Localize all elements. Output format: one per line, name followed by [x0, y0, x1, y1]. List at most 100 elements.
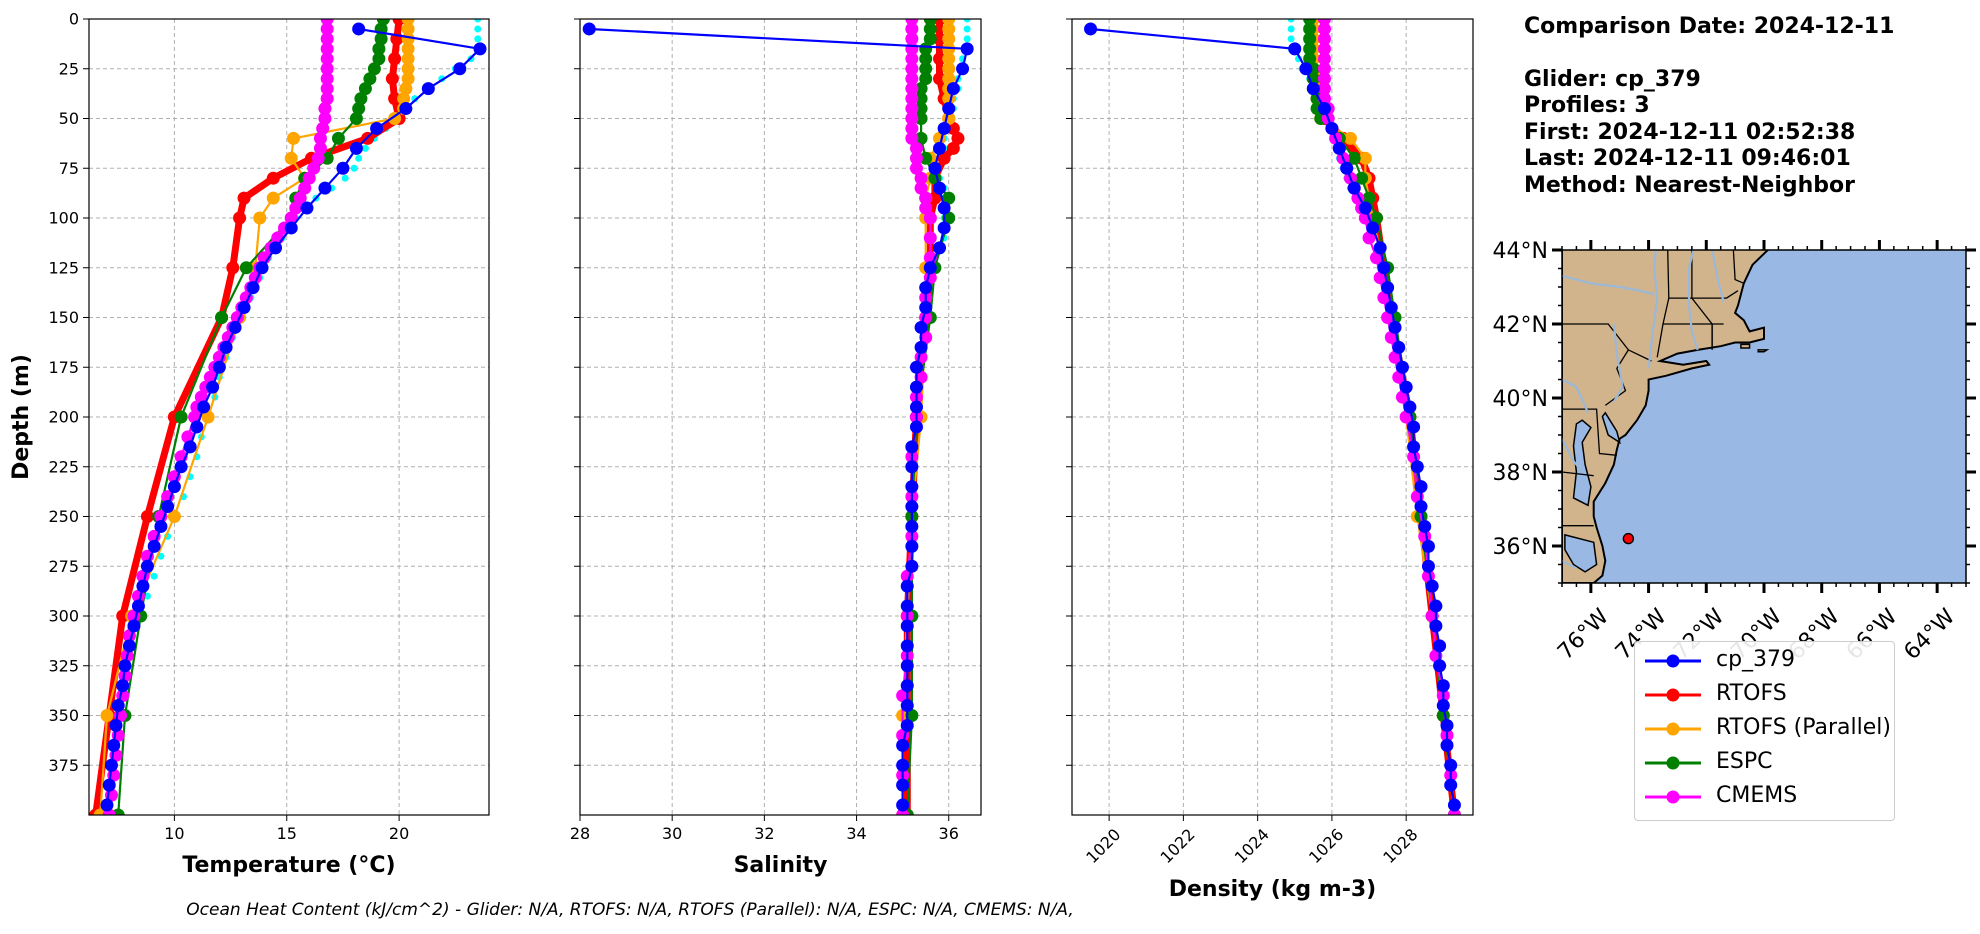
series-point-espc [914, 82, 928, 96]
river [1562, 438, 1584, 473]
series-point-espc [942, 211, 956, 225]
series-point-cp-379 [1436, 699, 1450, 713]
y-tick-label: 125 [48, 258, 79, 277]
series-point-rtofs-parallel [286, 131, 300, 145]
series-point-cp-379 [914, 340, 928, 354]
series-point-cp-379 [900, 579, 914, 593]
series-point-cp-379 [1447, 798, 1461, 812]
series-point-cp-379 [237, 301, 251, 315]
series-point-cp-379 [174, 460, 188, 474]
series-point-cmems [293, 191, 307, 205]
series-point-rtofs-parallel [401, 52, 415, 66]
legend-label-espc: ESPC [1716, 749, 1773, 774]
x-tick-label: 32 [754, 824, 774, 843]
series-point-cp-379 [1366, 221, 1380, 235]
first-profile-time: First: 2024-12-11 02:52:38 [1524, 119, 1856, 145]
series-point-cp-379 [1347, 181, 1361, 195]
map-area [1562, 250, 1966, 583]
series-point-rtofs-parallel [201, 410, 215, 424]
series-point-rtofs [388, 92, 402, 106]
series-point-cmems [909, 161, 923, 175]
y-tick-label: 300 [48, 607, 79, 626]
x-tick-label: 28 [570, 824, 590, 843]
series-point-espc [919, 52, 933, 66]
series-point-rtofs-parallel [399, 82, 413, 96]
series-point-cp-379 [104, 758, 118, 772]
series-point-cmems [905, 92, 919, 106]
series-point-cmems [919, 201, 933, 215]
series-point-rtofs [233, 211, 247, 225]
series-point-cp-379 [1410, 460, 1424, 474]
series-point-cmems [1395, 390, 1409, 404]
series-point-cp-379 [107, 738, 121, 752]
series-point-rtofs-parallel [1358, 151, 1372, 165]
series-point-cmems [896, 689, 910, 703]
series-point-espc [215, 311, 229, 324]
x-tick-label: 1026 [1305, 825, 1347, 867]
series-point-cmems [1317, 32, 1331, 46]
series-point-cmems [1369, 251, 1383, 265]
series-point-cp-379 [127, 619, 141, 633]
series-point-cp-379 [269, 241, 283, 255]
plot-area-0 [89, 19, 487, 815]
series-point-rtofs [933, 52, 947, 66]
series-point-cp-379 [183, 440, 197, 454]
legend-label-rtofs: RTOFS [1716, 681, 1787, 706]
series-point-cp-379 [1395, 360, 1409, 374]
series-point-cp-379 [1414, 500, 1428, 514]
series-point-cp-379 [1436, 679, 1450, 693]
series-point-cp-379 [914, 320, 928, 334]
series-point-rtofs [933, 32, 947, 46]
series-point-cmems [905, 22, 919, 36]
series-point-cp-379 [905, 519, 919, 533]
series-point-cmems [320, 22, 334, 36]
series-point-cmems [1392, 370, 1406, 384]
series-point-cmems [905, 32, 919, 46]
series-point-rtofs-parallel [401, 62, 415, 76]
island [1757, 349, 1770, 353]
series-point-cp-379 [1332, 141, 1346, 155]
series-point-espc [923, 32, 937, 46]
series-point-espc [914, 102, 928, 116]
x-tick-label: 30 [662, 824, 682, 843]
series-point-cmems [320, 92, 334, 106]
series-point-cmems [1317, 62, 1331, 76]
ocean-heat-content-caption: Ocean Heat Content (kJ/cm^2) - Glider: N… [186, 900, 1074, 920]
series-point-cmems [298, 181, 312, 195]
series-point-rtofs-parallel [401, 22, 415, 36]
raw-glider-point [350, 164, 358, 172]
series-line-cp-379 [105, 27, 482, 806]
legend-swatch-cmems [1645, 790, 1701, 804]
lat-tick-label: 44°N [1493, 239, 1548, 264]
series-point-cp-379 [1407, 440, 1421, 454]
series-point-cmems [289, 201, 303, 215]
series-point-cp-379 [900, 699, 914, 713]
series-point-cp-379 [399, 102, 413, 116]
series-point-cmems [919, 191, 933, 205]
series-point-cp-379 [1418, 519, 1432, 533]
series-point-cp-379 [900, 639, 914, 653]
series-point-cp-379 [352, 22, 366, 36]
series-point-cp-379 [1377, 261, 1391, 275]
series-point-rtofs [226, 261, 240, 275]
series-point-cp-379 [905, 539, 919, 553]
series-point-rtofs [237, 191, 251, 205]
series-point-cmems [905, 72, 919, 86]
series-point-rtofs-parallel [167, 510, 181, 523]
series-point-espc [919, 151, 933, 165]
series-point-cp-379 [900, 718, 914, 732]
raw-glider-point [355, 154, 363, 162]
legend-swatch-cp379 [1645, 654, 1701, 668]
series-point-cp-379 [212, 360, 226, 374]
series-point-cp-379 [933, 141, 947, 155]
series-point-cp-379 [284, 221, 298, 235]
river [1711, 250, 1725, 303]
series-point-espc [1347, 151, 1361, 165]
lon-tick-label: 76°W [1553, 604, 1614, 665]
series-point-rtofs [946, 121, 960, 135]
x-tick-label: 1024 [1231, 825, 1273, 867]
series-point-cp-379 [1388, 320, 1402, 334]
series-point-cp-379 [147, 539, 161, 553]
x-tick-label: 15 [277, 824, 297, 843]
glider-position-marker [1622, 532, 1635, 545]
